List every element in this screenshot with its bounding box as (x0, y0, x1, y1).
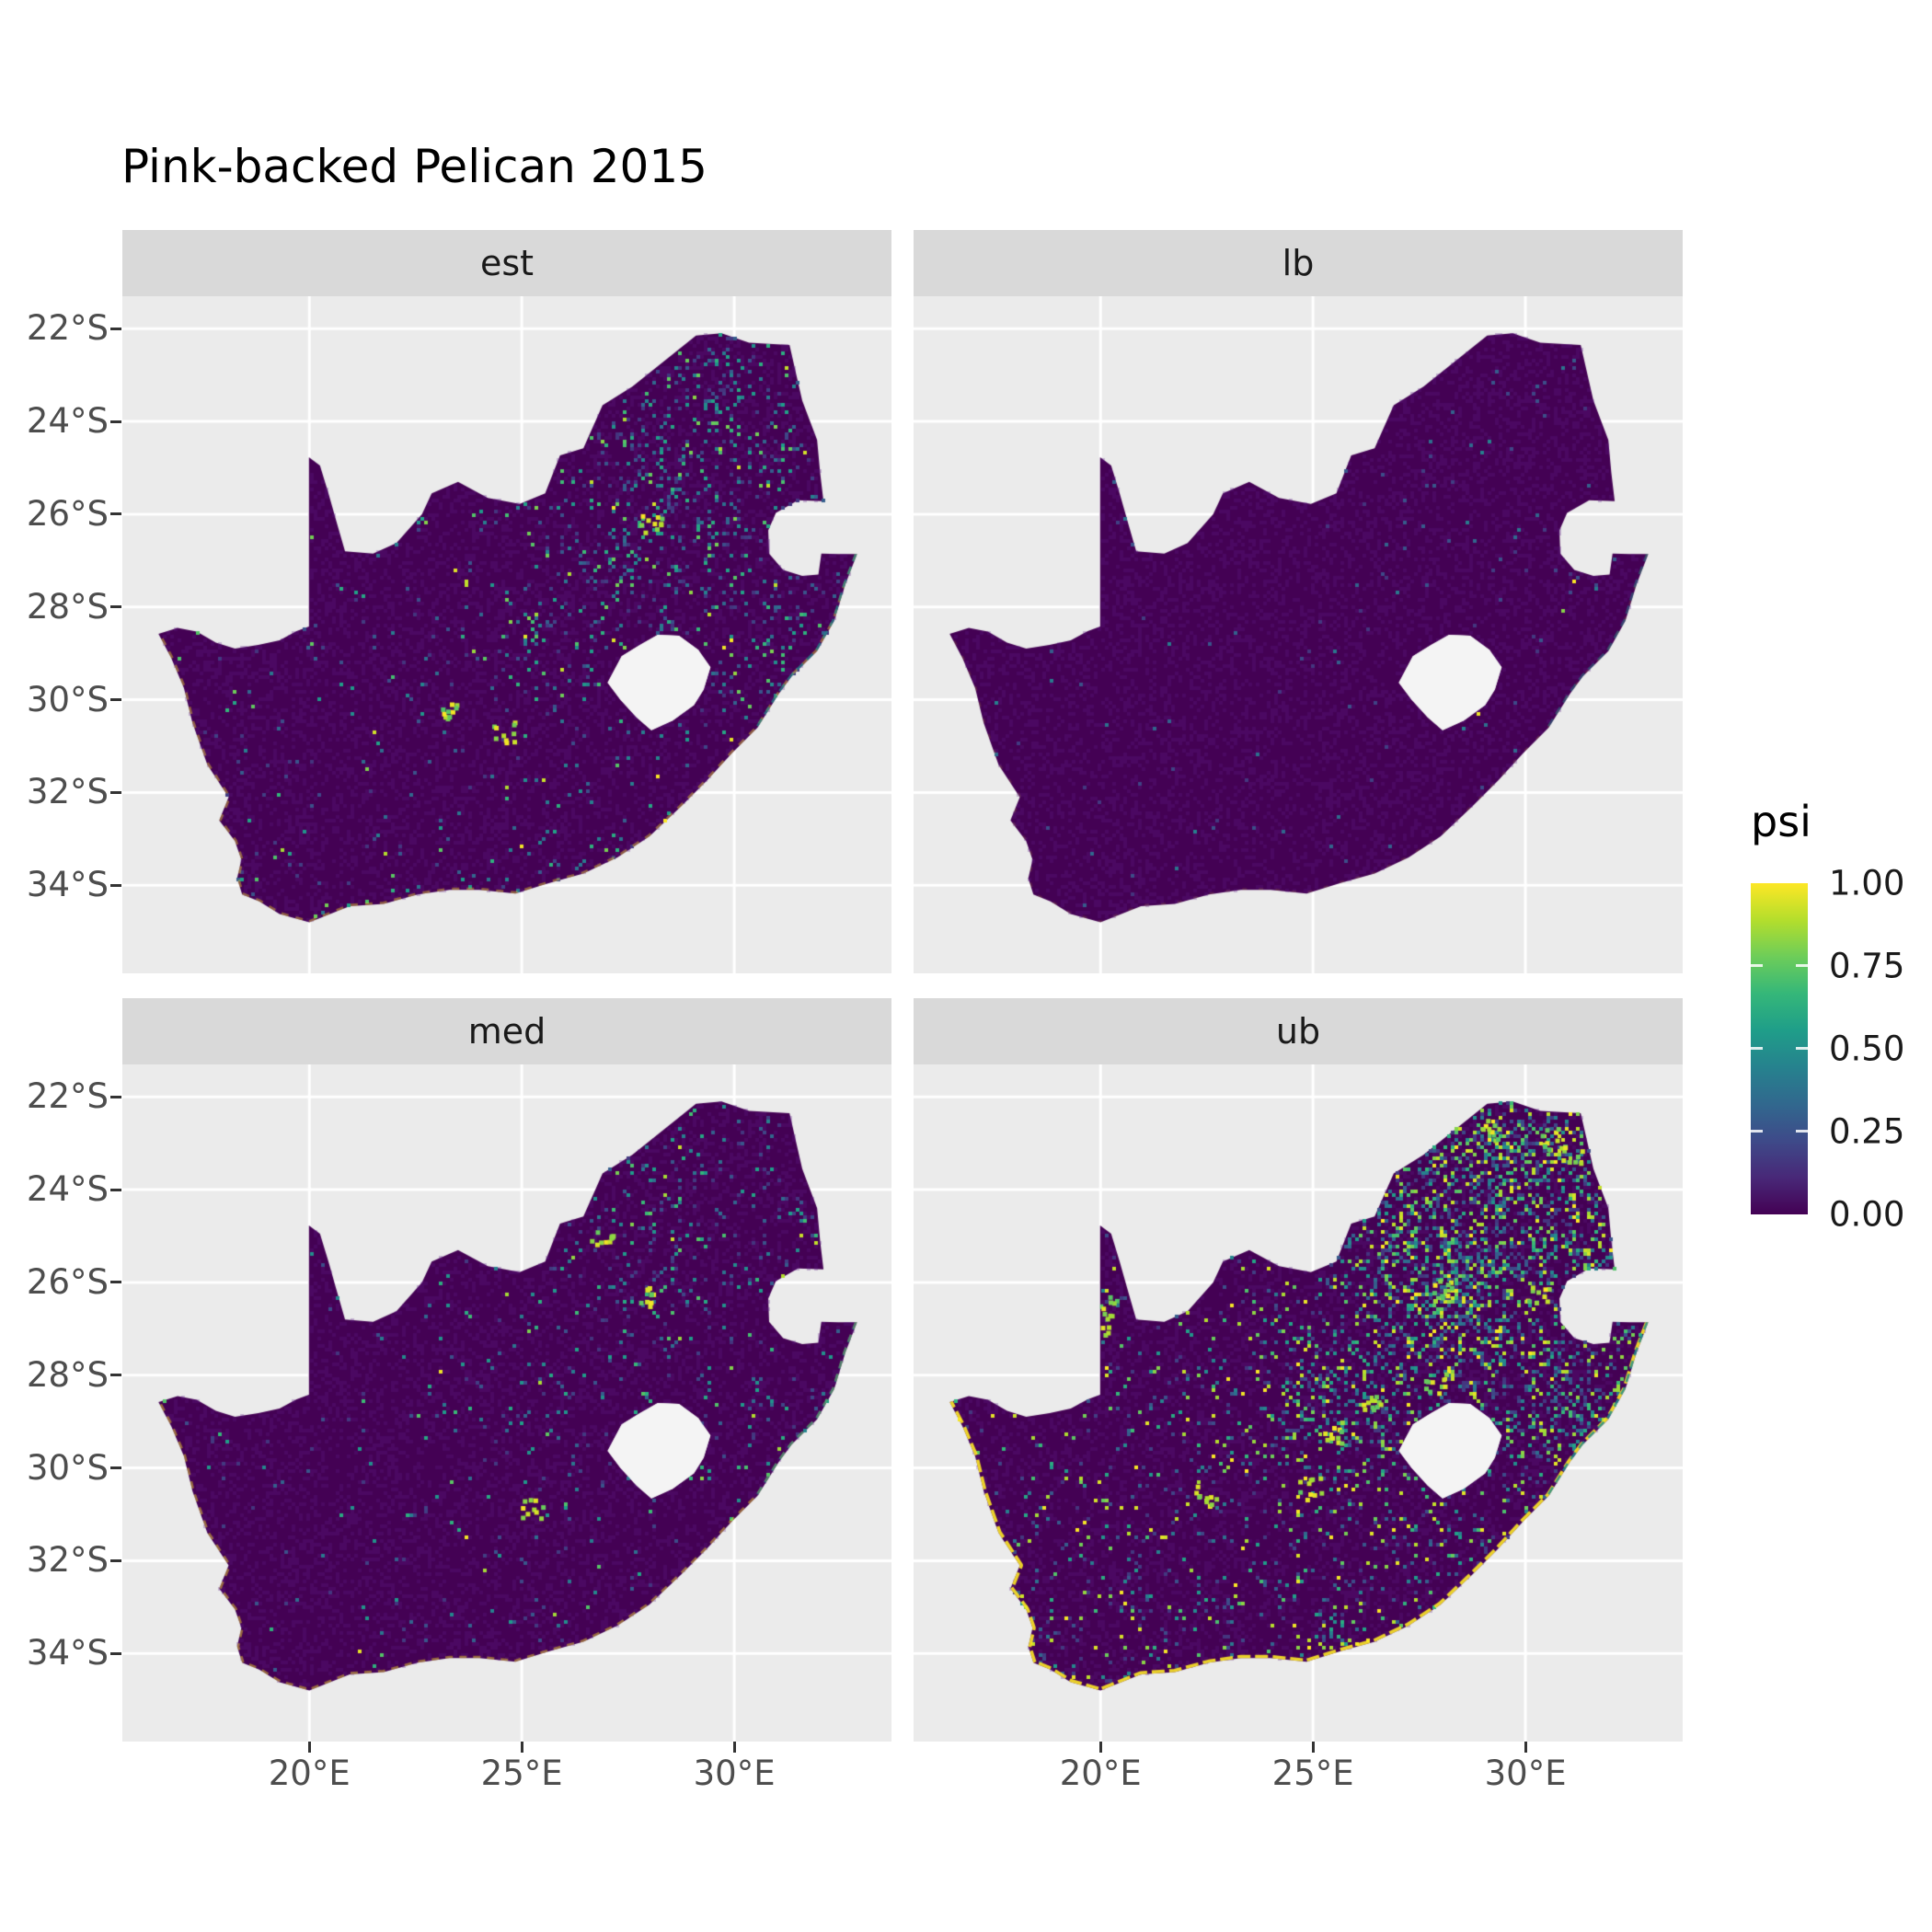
facet-strip-label: est (479, 243, 535, 283)
x-tick-label: 30°E (693, 1754, 776, 1793)
map-panel-ub (914, 1064, 1683, 1742)
facet-strip-label: med (467, 1011, 546, 1052)
y-tick-label: 26°S (26, 493, 109, 534)
y-tick-mark (110, 512, 121, 516)
facet-strip-ub: ub (914, 998, 1683, 1064)
y-tick-label: 22°S (26, 1076, 109, 1117)
facet-strip-lb: lb (914, 230, 1683, 296)
map-panel-med (122, 1064, 891, 1742)
x-tick-mark (1311, 1742, 1315, 1753)
map-panel-lb (914, 296, 1683, 973)
y-tick-label: 30°S (26, 679, 109, 719)
legend-bar-tick (1751, 1047, 1763, 1050)
legend-bar-tick (1751, 964, 1763, 967)
x-tick-mark (307, 1742, 311, 1753)
legend-bar-tick (1796, 1047, 1808, 1050)
y-tick-mark (110, 698, 121, 702)
facet-strip-est: est (122, 230, 891, 296)
legend-label: 1.00 (1829, 863, 1905, 903)
y-tick-mark (110, 327, 121, 330)
y-tick-label: 32°S (26, 1540, 109, 1581)
y-tick-mark (110, 1651, 121, 1655)
y-tick-label: 28°S (26, 586, 109, 627)
y-tick-mark (110, 1188, 121, 1191)
facet-strip-med: med (122, 998, 891, 1064)
facet-strip-label: lb (1282, 243, 1315, 283)
legend-label: 0.25 (1829, 1111, 1905, 1152)
y-tick-label: 34°S (26, 865, 109, 905)
map-panel-est (122, 296, 891, 973)
y-tick-mark (110, 1466, 121, 1470)
x-tick-mark (520, 1742, 523, 1753)
legend-bar-tick (1796, 1130, 1808, 1133)
y-tick-label: 32°S (26, 772, 109, 812)
facet-strip-label: ub (1275, 1011, 1321, 1052)
plot-title: Pink-backed Pelican 2015 (121, 140, 707, 193)
x-tick-label: 30°E (1484, 1754, 1567, 1793)
legend-label: 0.50 (1829, 1029, 1905, 1069)
y-tick-mark (110, 1374, 121, 1377)
y-tick-label: 24°S (26, 1169, 109, 1210)
y-tick-label: 34°S (26, 1633, 109, 1673)
x-tick-mark (1098, 1742, 1102, 1753)
x-tick-mark (1524, 1742, 1527, 1753)
y-tick-mark (110, 605, 121, 609)
legend-bar-tick (1796, 964, 1808, 967)
y-tick-mark (110, 790, 121, 794)
legend-label: 0.00 (1829, 1194, 1905, 1235)
x-tick-label: 20°E (1059, 1754, 1142, 1793)
legend-label: 0.75 (1829, 946, 1905, 986)
y-tick-mark (110, 1558, 121, 1562)
y-tick-label: 30°S (26, 1447, 109, 1488)
y-tick-mark (110, 1281, 121, 1284)
y-tick-mark (110, 420, 121, 423)
legend-title: psi (1751, 797, 1811, 846)
y-tick-label: 24°S (26, 401, 109, 442)
x-tick-label: 20°E (268, 1754, 351, 1793)
legend-bar-tick (1751, 1130, 1763, 1133)
x-tick-label: 25°E (480, 1754, 563, 1793)
y-tick-mark (110, 1095, 121, 1098)
x-tick-label: 25°E (1271, 1754, 1354, 1793)
y-tick-label: 26°S (26, 1261, 109, 1302)
x-tick-mark (732, 1742, 736, 1753)
y-tick-mark (110, 883, 121, 887)
y-tick-label: 22°S (26, 308, 109, 349)
y-tick-label: 28°S (26, 1354, 109, 1395)
